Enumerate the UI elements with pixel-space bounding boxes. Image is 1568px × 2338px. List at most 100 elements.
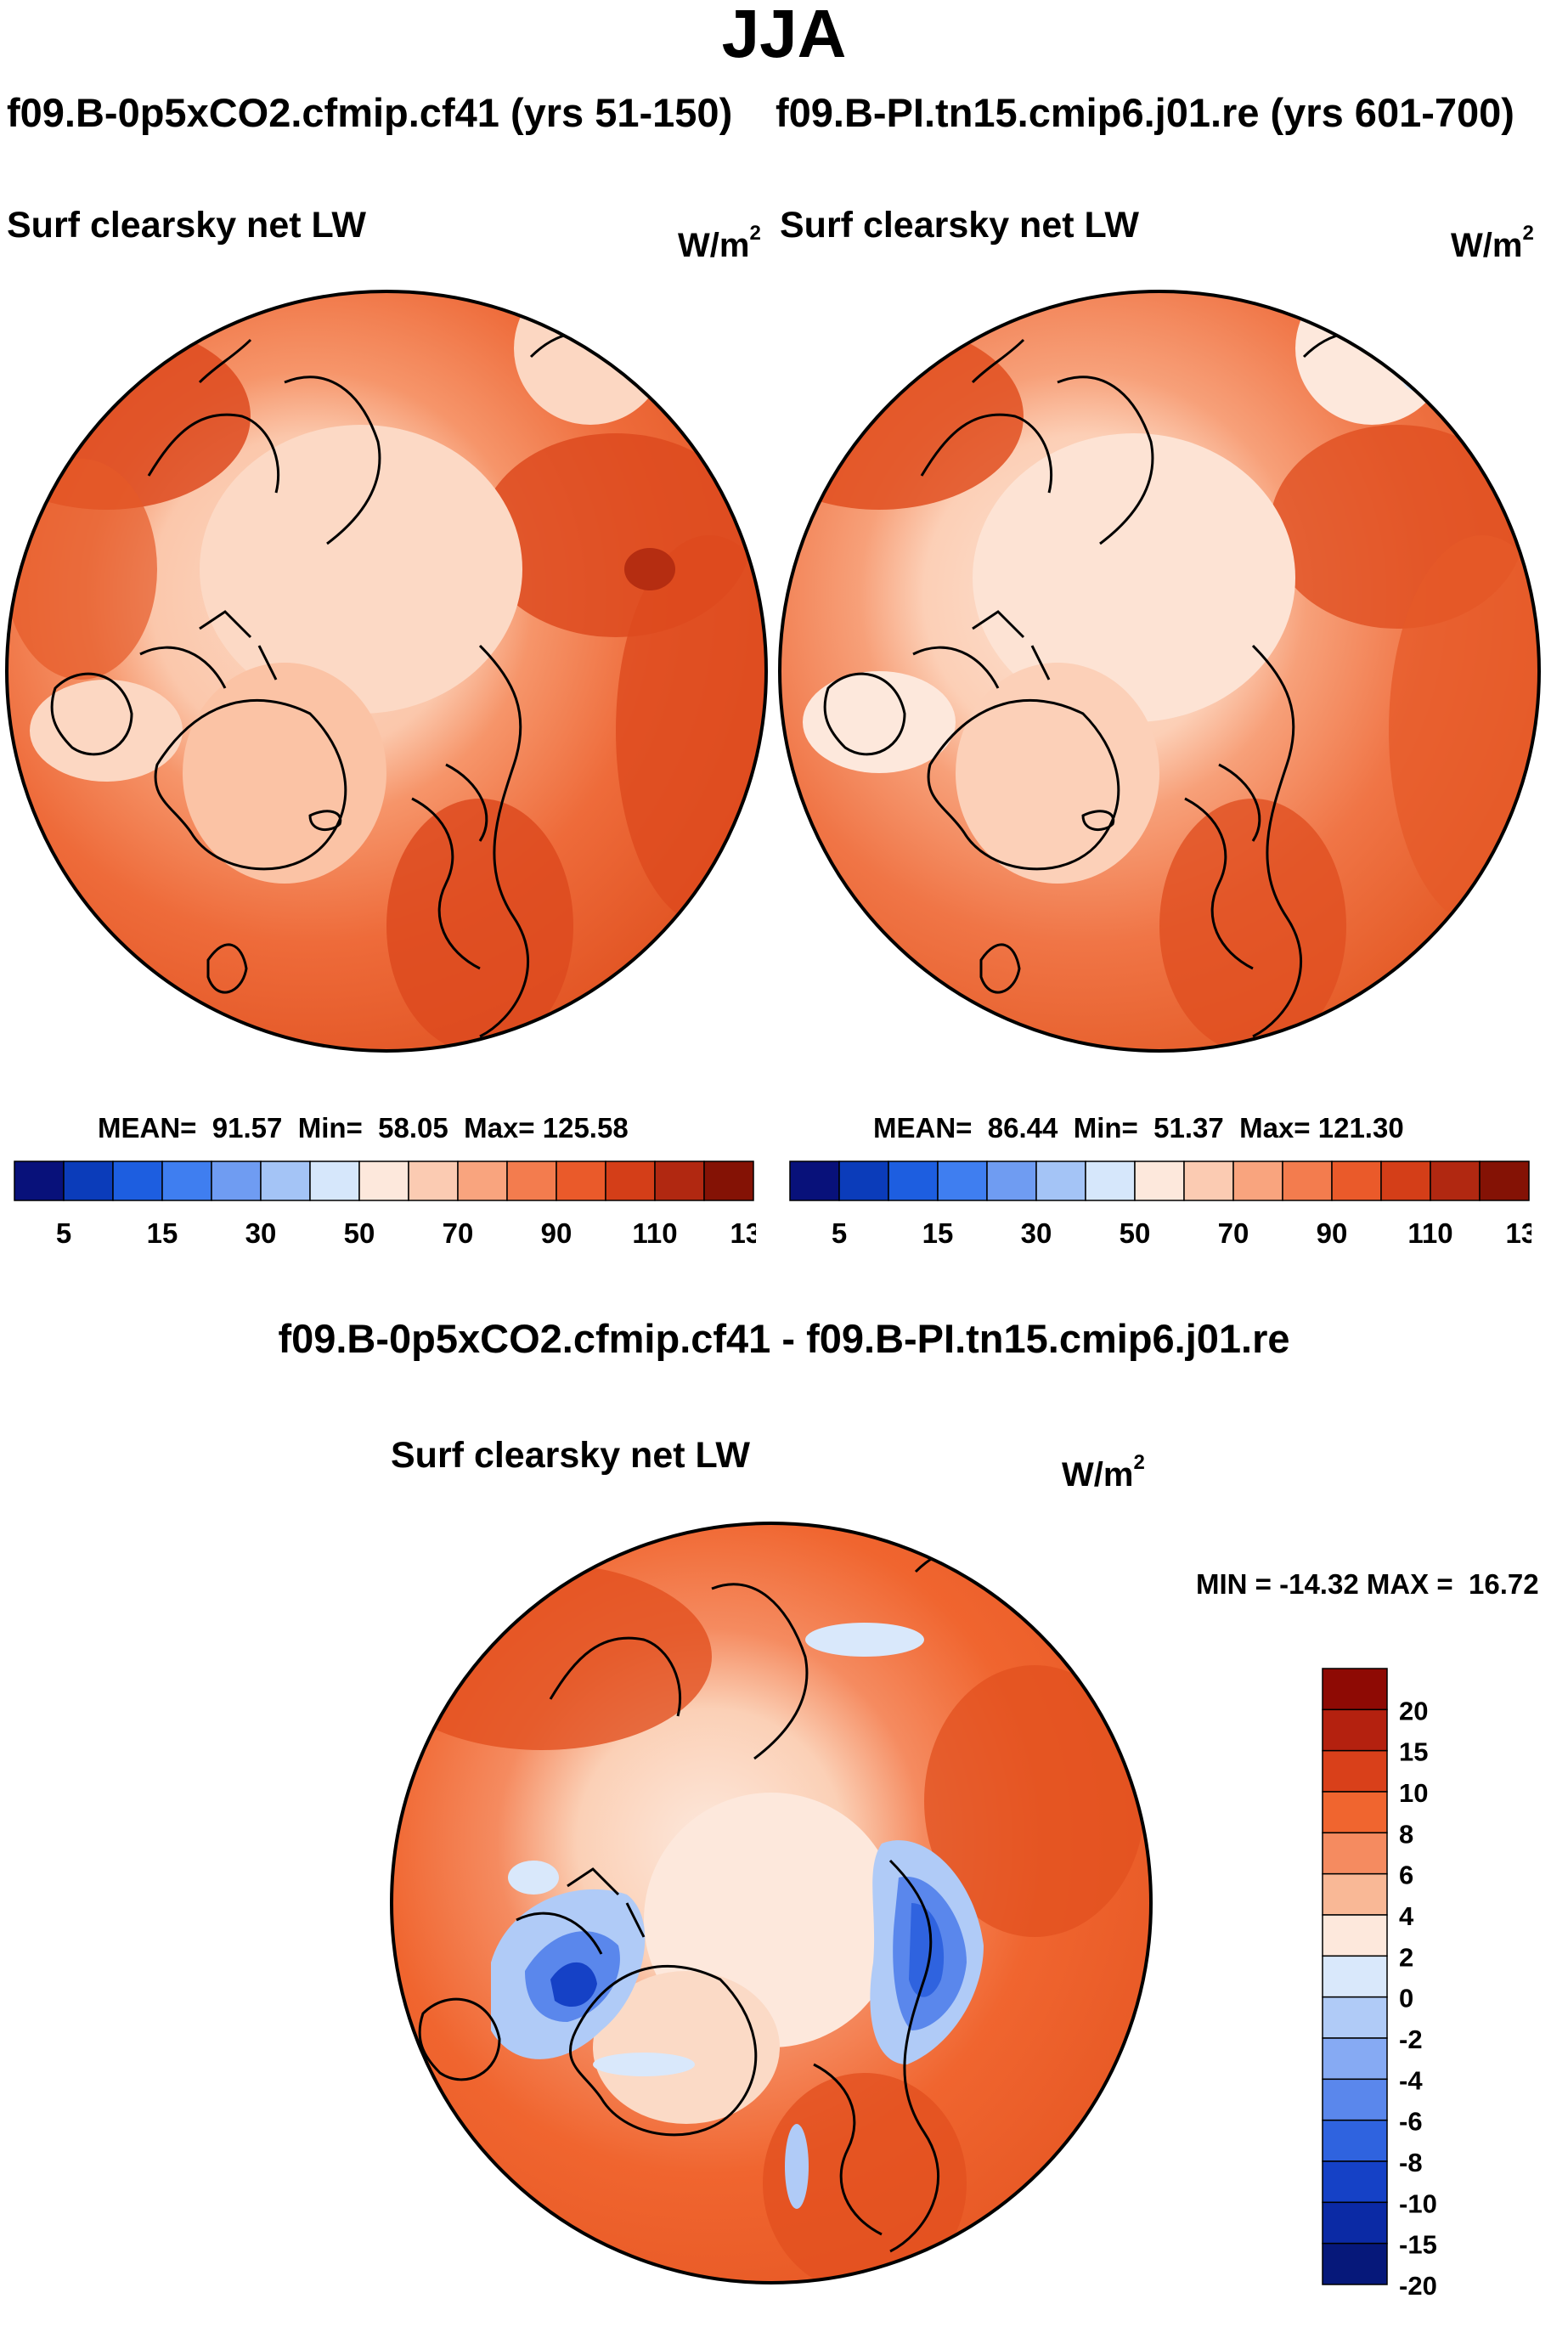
left-colorbar-tick-label: 110 [632,1217,677,1249]
diff-colorbar-tick-label: -4 [1399,2065,1423,2095]
right-colorbar-box [838,1161,889,1201]
left-mean-value: 91.57 [212,1112,283,1144]
left-colorbar-tick-label: 30 [245,1217,277,1249]
diff-colorbar-tick-label: 0 [1399,1984,1413,2013]
right-max-label: Max= [1239,1112,1311,1144]
right-colorbar-tick-label: 30 [1021,1217,1052,1249]
left-coastlines [50,331,618,1038]
right-colorbar-box [1282,1161,1333,1201]
right-colorbar-box [937,1161,988,1201]
left-mean-label: MEAN= [98,1112,197,1144]
left-colorbar-box [112,1161,163,1201]
left-colorbar-tick-label: 50 [344,1217,375,1249]
left-colorbar-box [309,1161,360,1201]
figure-title: JJA [721,0,847,71]
right-stats: MEAN= 86.44 Min= 51.37 Max= 121.30 [873,1111,1404,1145]
right-min-label: Min= [1073,1112,1138,1144]
left-panel-variable: Surf clearsky net LW [7,205,366,246]
diff-colorbar-tick-label: -10 [1399,2188,1437,2218]
diff-colorbar-tick-label: -8 [1399,2148,1423,2177]
left-colorbar-box [358,1161,409,1201]
left-min-label: Min= [297,1112,363,1144]
diff-colorbar-tick-label: 10 [1399,1778,1428,1808]
left-colorbar-box [556,1161,606,1201]
right-mean-value: 86.44 [987,1112,1058,1144]
diff-max-value: 16.72 [1468,1568,1539,1600]
right-panel-units: W/m2 [1451,222,1534,264]
right-colorbar-box [789,1161,840,1201]
case-a-title: f09.B-0p5xCO2.cfmip.cf41 (yrs 51-150) [7,90,733,135]
right-panel-variable: Surf clearsky net LW [780,205,1139,246]
left-max-value: 125.58 [542,1112,629,1144]
diff-colorbar-box [1322,1955,1388,1998]
left-panel-units: W/m2 [678,222,761,264]
left-colorbar-tick-label: 90 [541,1217,572,1249]
diff-colorbar-box [1322,2201,1388,2245]
right-colorbar-tick-label: 50 [1120,1217,1151,1249]
diff-min-value: -14.32 [1279,1568,1359,1600]
diff-colorbar-box [1322,2242,1388,2285]
diff-colorbar-box [1322,2078,1388,2121]
left-colorbar-tick-label: 15 [147,1217,178,1249]
diff-panel-variable: Surf clearsky net LW [391,1435,750,1476]
left-colorbar-box [605,1161,656,1201]
diff-max-label: MAX = [1366,1568,1453,1600]
diff-colorbar-box [1322,1832,1388,1875]
difference-polar-map [390,1522,1153,2284]
right-mean-label: MEAN= [873,1112,973,1144]
right-colorbar-tick-label: 15 [922,1217,954,1249]
right-colorbar-tick-label: 110 [1407,1217,1452,1249]
right-polar-map [778,290,1541,1053]
right-colorbar-box [1232,1161,1283,1201]
right-colorbar-tick-label: 5 [832,1217,847,1249]
left-colorbar-box [654,1161,705,1201]
difference-title: f09.B-0p5xCO2.cfmip.cf41 - f09.B-PI.tn15… [278,1316,1290,1361]
diff-colorbar-box [1322,1872,1388,1916]
right-colorbar-box [1430,1161,1481,1201]
left-colorbar-tick-label: 70 [443,1217,474,1249]
diff-colorbar-tick-label: 2 [1399,1942,1413,1972]
left-min-value: 58.05 [378,1112,448,1144]
left-colorbar-box [506,1161,557,1201]
diff-colorbar-box [1322,2160,1388,2204]
right-colorbar-box [1035,1161,1086,1201]
diff-colorbar-tick-label: 20 [1399,1696,1428,1725]
right-colorbar: 5 15 30 50 70 90 110 130 [789,1161,1531,1249]
diff-colorbar-tick-label: -2 [1399,2025,1423,2054]
diff-colorbar-box [1322,1749,1388,1793]
right-map-border [778,290,1541,1053]
diff-colorbar-tick-label: -20 [1399,2271,1437,2301]
left-colorbar-box [703,1161,754,1201]
diff-colorbar-tick-label: 4 [1399,1901,1414,1931]
right-min-value: 51.37 [1153,1112,1224,1144]
diff-colorbar-tick-label: 15 [1399,1737,1428,1767]
diff-colorbar-box [1322,1791,1388,1834]
diff-colorbar-tick-label: 6 [1399,1861,1413,1890]
diff-colorbar-tick-label: 8 [1399,1819,1413,1849]
left-colorbar-tick-label: 5 [56,1217,71,1249]
diff-colorbar-box [1322,2037,1388,2081]
left-colorbar-tick-label: 130 [730,1217,756,1249]
right-colorbar-tick-label: 90 [1317,1217,1348,1249]
left-polar-map [5,290,768,1053]
right-colorbar-box [1085,1161,1136,1201]
right-max-value: 121.30 [1317,1112,1404,1144]
right-colorbar-box [986,1161,1037,1201]
left-colorbar-box [211,1161,262,1201]
right-colorbar-box [1134,1161,1185,1201]
right-colorbar-box [1331,1161,1382,1201]
left-map-border [5,290,768,1053]
left-colorbar-box [14,1161,65,1201]
left-colorbar-box [260,1161,311,1201]
right-colorbar-box [1183,1161,1234,1201]
diff-colorbar-box [1322,1668,1388,1711]
diff-map-border [390,1522,1153,2284]
right-colorbar-box [888,1161,939,1201]
diff-panel-units: W/m2 [1062,1451,1145,1494]
left-colorbar-box [457,1161,508,1201]
diff-colorbar-box [1322,2119,1388,2162]
right-colorbar-box [1380,1161,1431,1201]
diff-colorbar-box [1322,1996,1388,2039]
diff-coastlines [418,1546,1045,2253]
